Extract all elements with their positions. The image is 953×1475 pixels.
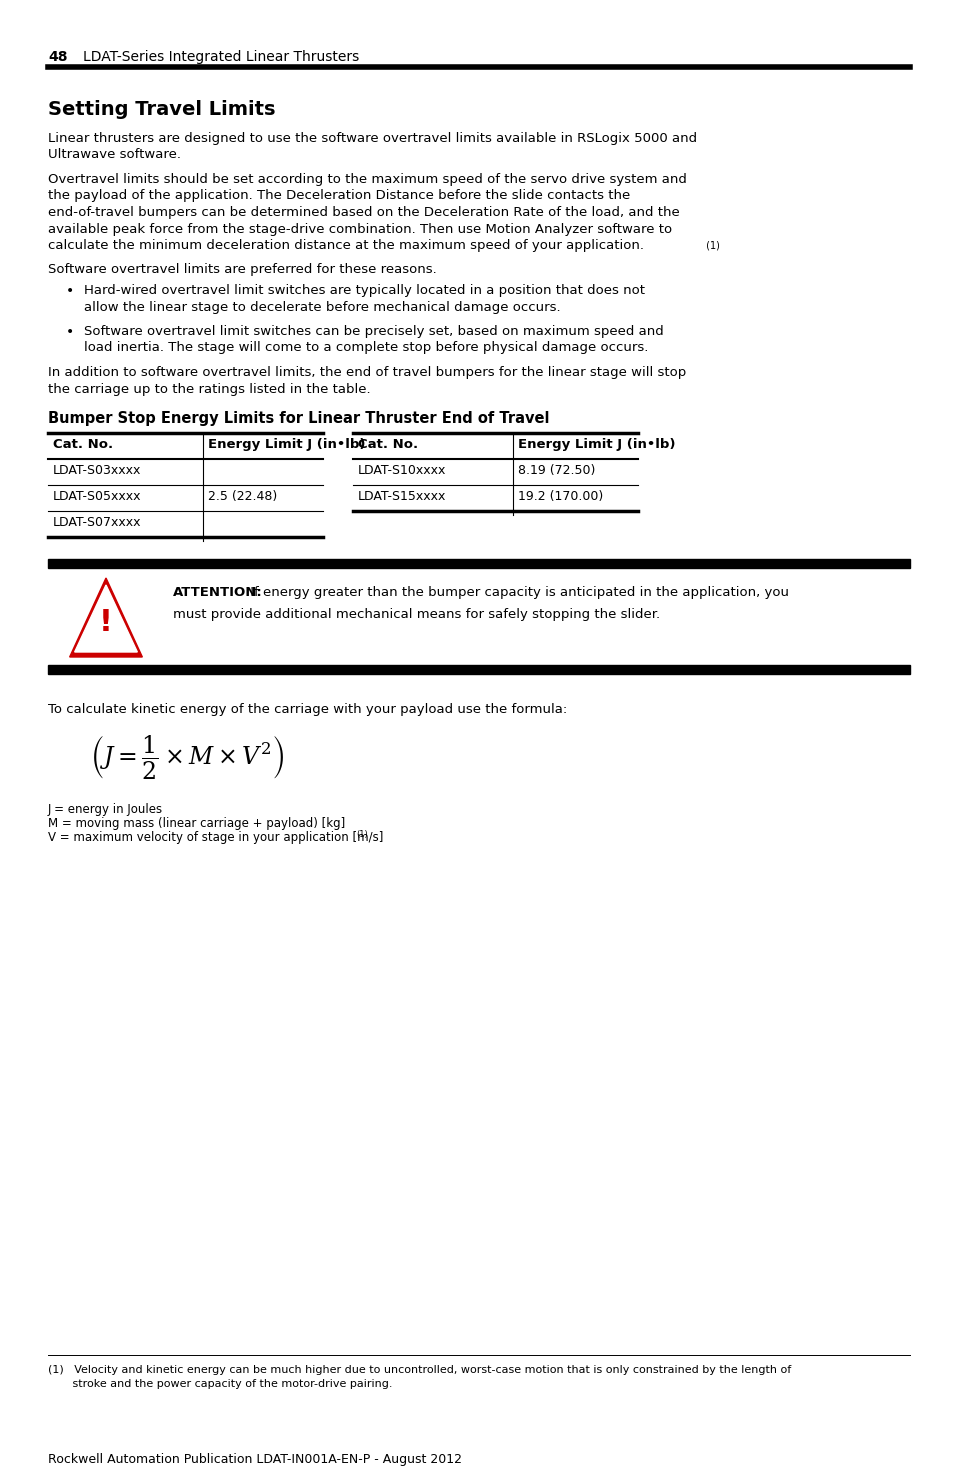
Text: Linear thrusters are designed to use the software overtravel limits available in: Linear thrusters are designed to use the… (48, 131, 697, 145)
Text: must provide additional mechanical means for safely stopping the slider.: must provide additional mechanical means… (172, 608, 659, 621)
Text: Rockwell Automation Publication LDAT-IN001A-EN-P - August 2012: Rockwell Automation Publication LDAT-IN0… (48, 1453, 461, 1466)
Text: (1)   Velocity and kinetic energy can be much higher due to uncontrolled, worst-: (1) Velocity and kinetic energy can be m… (48, 1364, 790, 1375)
Text: !: ! (99, 608, 112, 637)
Text: 8.19 (72.50): 8.19 (72.50) (517, 465, 595, 476)
Text: allow the linear stage to decelerate before mechanical damage occurs.: allow the linear stage to decelerate bef… (84, 301, 560, 314)
Text: M = moving mass (linear carriage + payload) [kg]: M = moving mass (linear carriage + paylo… (48, 817, 345, 830)
Text: If energy greater than the bumper capacity is anticipated in the application, yo: If energy greater than the bumper capaci… (246, 586, 788, 599)
Text: Software overtravel limits are preferred for these reasons.: Software overtravel limits are preferred… (48, 264, 436, 276)
Text: LDAT-S07xxxx: LDAT-S07xxxx (53, 516, 141, 530)
Text: LDAT-Series Integrated Linear Thrusters: LDAT-Series Integrated Linear Thrusters (83, 50, 359, 63)
Text: Energy Limit J (in•lb): Energy Limit J (in•lb) (517, 438, 675, 451)
Text: Overtravel limits should be set according to the maximum speed of the servo driv: Overtravel limits should be set accordin… (48, 173, 686, 186)
Text: LDAT-S03xxxx: LDAT-S03xxxx (53, 465, 141, 476)
Text: Cat. No.: Cat. No. (357, 438, 417, 451)
Text: load inertia. The stage will come to a complete stop before physical damage occu: load inertia. The stage will come to a c… (84, 342, 648, 354)
Text: Setting Travel Limits: Setting Travel Limits (48, 100, 275, 119)
Text: Bumper Stop Energy Limits for Linear Thruster End of Travel: Bumper Stop Energy Limits for Linear Thr… (48, 412, 549, 426)
Text: the payload of the application. The Deceleration Distance before the slide conta: the payload of the application. The Dece… (48, 189, 630, 202)
Text: Energy Limit J (in•lb): Energy Limit J (in•lb) (208, 438, 365, 451)
Text: •: • (66, 324, 74, 339)
Text: LDAT-S05xxxx: LDAT-S05xxxx (53, 490, 141, 503)
Polygon shape (70, 578, 142, 656)
Text: 48: 48 (48, 50, 68, 63)
Text: In addition to software overtravel limits, the end of travel bumpers for the lin: In addition to software overtravel limit… (48, 366, 685, 379)
Text: the carriage up to the ratings listed in the table.: the carriage up to the ratings listed in… (48, 382, 370, 395)
Text: $\left(J = \dfrac{1}{2} \times M \times V^2\right)$: $\left(J = \dfrac{1}{2} \times M \times … (90, 733, 284, 780)
Text: (1): (1) (702, 240, 720, 249)
Text: 19.2 (170.00): 19.2 (170.00) (517, 490, 602, 503)
Bar (48, 665, 909, 674)
Text: •: • (66, 285, 74, 298)
Text: Cat. No.: Cat. No. (53, 438, 113, 451)
Text: Hard-wired overtravel limit switches are typically located in a position that do: Hard-wired overtravel limit switches are… (84, 285, 644, 296)
Text: LDAT-S15xxxx: LDAT-S15xxxx (357, 490, 446, 503)
Text: end-of-travel bumpers can be determined based on the Deceleration Rate of the lo: end-of-travel bumpers can be determined … (48, 207, 679, 218)
Text: V = maximum velocity of stage in your application [m/s]: V = maximum velocity of stage in your ap… (48, 830, 383, 844)
Text: To calculate kinetic energy of the carriage with your payload use the formula:: To calculate kinetic energy of the carri… (48, 704, 567, 715)
Text: Software overtravel limit switches can be precisely set, based on maximum speed : Software overtravel limit switches can b… (84, 324, 663, 338)
Text: available peak force from the stage-drive combination. Then use Motion Analyzer : available peak force from the stage-driv… (48, 223, 672, 236)
Text: (1): (1) (355, 830, 367, 839)
Bar (48, 559, 909, 568)
Text: stroke and the power capacity of the motor-drive pairing.: stroke and the power capacity of the mot… (48, 1379, 392, 1389)
Text: 2.5 (22.48): 2.5 (22.48) (208, 490, 277, 503)
Text: calculate the minimum deceleration distance at the maximum speed of your applica: calculate the minimum deceleration dista… (48, 239, 643, 252)
Text: LDAT-S10xxxx: LDAT-S10xxxx (357, 465, 446, 476)
Text: J = energy in Joules: J = energy in Joules (48, 802, 163, 816)
Text: Ultrawave software.: Ultrawave software. (48, 149, 181, 161)
Polygon shape (74, 586, 137, 652)
Text: ATTENTION:: ATTENTION: (172, 586, 262, 599)
